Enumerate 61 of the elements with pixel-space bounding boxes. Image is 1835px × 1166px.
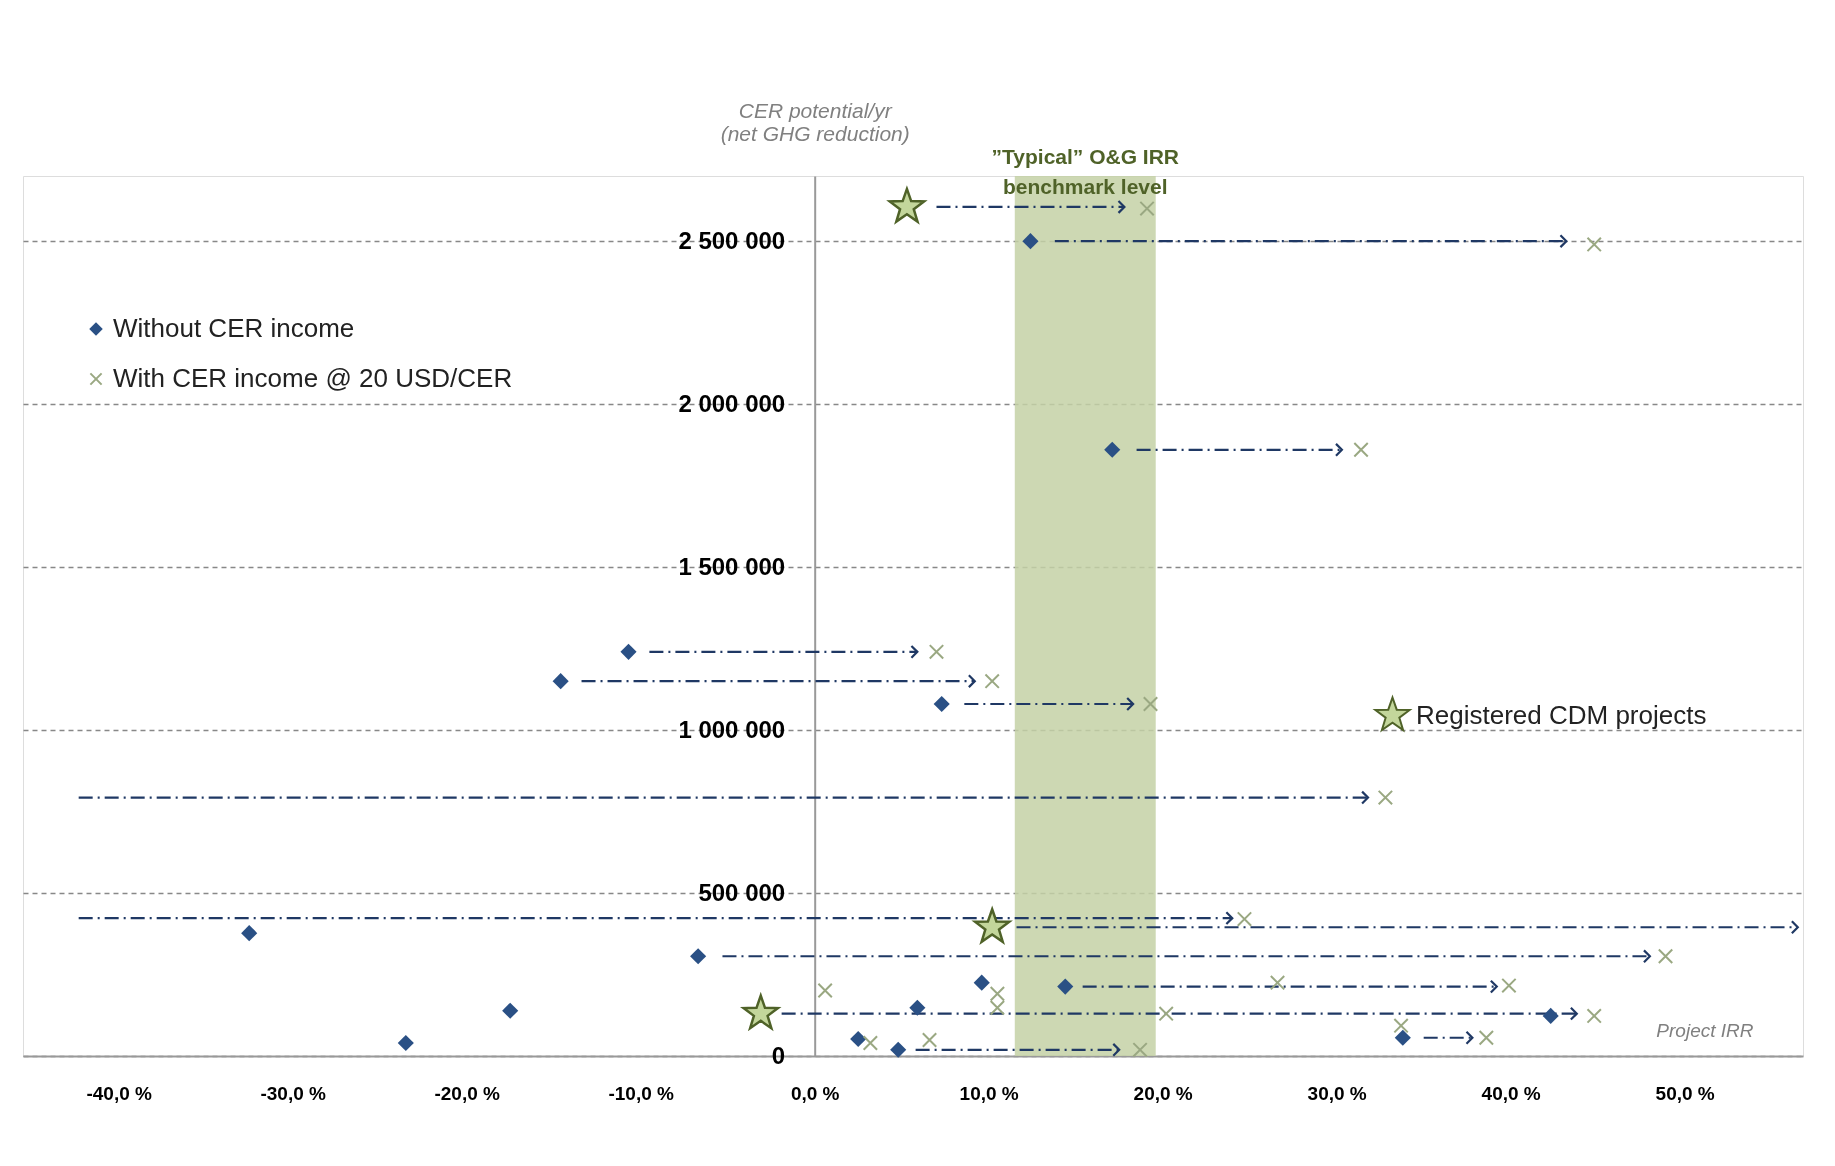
- x-tick-label: -30,0 %: [260, 1082, 327, 1104]
- point: [1353, 442, 1369, 458]
- point: [1377, 789, 1394, 806]
- point: [984, 673, 1000, 689]
- point: [1104, 441, 1121, 458]
- point: [1132, 1042, 1148, 1058]
- legend-label: Registered CDM projects: [1416, 699, 1707, 730]
- y-tick-label: 500 000: [698, 878, 786, 906]
- x-tick-label: 40,0 %: [1481, 1082, 1541, 1104]
- point: [933, 695, 950, 713]
- point: [397, 1034, 414, 1052]
- point: [909, 999, 926, 1016]
- y-tick-label: 2 000 000: [678, 389, 786, 417]
- point: [1586, 236, 1602, 253]
- point: [552, 673, 569, 690]
- legend-label: With CER income @ 20 USD/CER: [113, 363, 513, 393]
- point: [890, 1041, 907, 1058]
- x-tick-label: 50,0 %: [1655, 1082, 1715, 1104]
- point: [1478, 1030, 1495, 1046]
- point: [620, 643, 637, 660]
- point: [928, 644, 945, 660]
- x-axis-title: Project IRR: [1656, 1019, 1754, 1041]
- x-tick-label: 30,0 %: [1307, 1082, 1367, 1104]
- point: [1393, 1017, 1409, 1034]
- point: [850, 1030, 867, 1048]
- point: [862, 1035, 879, 1051]
- point: [921, 1032, 938, 1048]
- point: [1269, 974, 1286, 991]
- point: [989, 1000, 1006, 1016]
- x-tick-label: -40,0 %: [86, 1082, 153, 1104]
- x-tick-label: 20,0 %: [1133, 1082, 1193, 1104]
- point: [1586, 1008, 1602, 1024]
- point: [1057, 978, 1074, 995]
- point: [973, 974, 990, 991]
- point: [1394, 1029, 1411, 1046]
- y-tick-label: 1 500 000: [678, 552, 786, 580]
- x-tick-label: 0,0 %: [790, 1082, 840, 1104]
- point: [502, 1002, 519, 1019]
- point: [1657, 948, 1674, 964]
- point: [1542, 1007, 1559, 1024]
- point: [1139, 200, 1155, 217]
- y-axis-title: CER potential/yr (net GHG reduction): [720, 98, 910, 145]
- point: [989, 986, 1006, 1002]
- point: [886, 185, 928, 225]
- point: [740, 992, 782, 1032]
- x-tick-label: 10,0 %: [959, 1082, 1019, 1104]
- point: [1236, 911, 1253, 927]
- point: [817, 982, 833, 999]
- x-tick-label: -20,0 %: [434, 1082, 501, 1104]
- y-tick-label: 0: [771, 1041, 786, 1069]
- point: [1022, 233, 1039, 250]
- band-label: ”Typical” O&G IRR benchmark level: [991, 145, 1179, 198]
- legend-label: Without CER income: [113, 313, 355, 343]
- point: [1501, 977, 1517, 994]
- point: [690, 948, 707, 965]
- y-tick-label: 1 000 000: [678, 715, 786, 743]
- point: [241, 925, 258, 942]
- y-tick-label: 2 500 000: [678, 226, 786, 254]
- point: [1158, 1005, 1174, 1022]
- point: [1142, 696, 1159, 712]
- x-tick-label: -10,0 %: [608, 1082, 675, 1104]
